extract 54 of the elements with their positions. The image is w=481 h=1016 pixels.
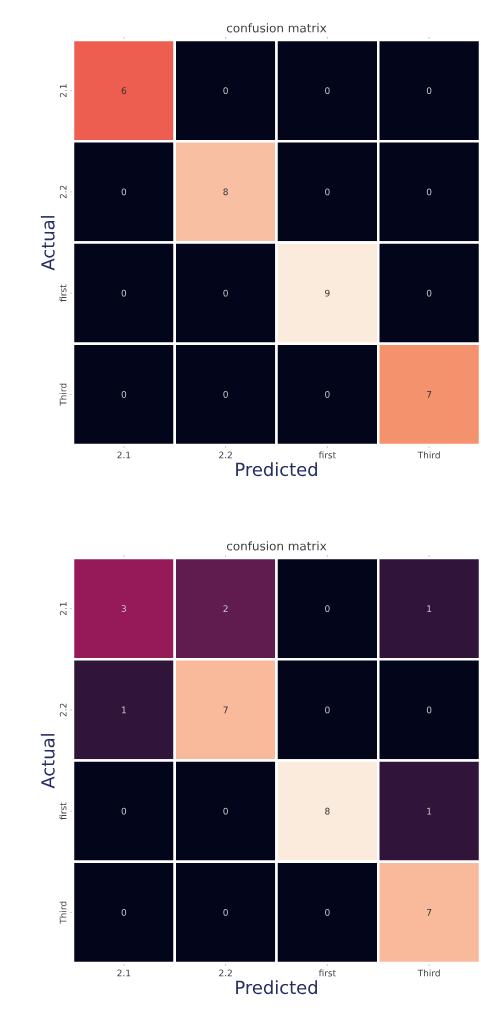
y-tick-label: 2.2 (59, 185, 67, 199)
data-label: 0 (223, 87, 228, 95)
data-label: 0 (325, 390, 330, 398)
y-tick-label: 2.1 (59, 84, 67, 98)
data-label: 0 (325, 908, 330, 916)
data-label: 0 (325, 605, 330, 613)
y-tick-label: first (59, 284, 67, 302)
x-tick-label: first (318, 969, 336, 977)
data-label: 0 (426, 706, 432, 714)
data-label: 0 (223, 908, 228, 916)
data-label: 8 (325, 807, 330, 815)
data-label: 0 (121, 908, 127, 916)
y-tick-label: 2.2 (59, 703, 67, 717)
x-tick-label: 2.2 (219, 969, 232, 977)
data-label: 8 (223, 188, 228, 196)
y-tick-label: 2.1 (59, 602, 67, 616)
data-label: 3 (121, 605, 127, 613)
y-tick-label: Third (59, 901, 67, 924)
x-tick-label: Third (417, 969, 440, 977)
chart-title: confusion matrix (226, 541, 327, 551)
data-label: 0 (121, 390, 127, 398)
data-label: 0 (223, 390, 228, 398)
data-label: 0 (121, 807, 127, 815)
data-label: 0 (426, 289, 432, 297)
y-tick-label: first (59, 802, 67, 820)
x-axis-title: Predicted (236, 462, 317, 477)
data-label: 0 (426, 188, 432, 196)
x-axis-title: Predicted (236, 980, 317, 995)
data-label: 1 (122, 706, 126, 714)
data-label: 0 (426, 87, 432, 95)
x-tick-label: 2.2 (219, 451, 232, 459)
data-label: 1 (427, 807, 432, 815)
data-label: 0 (223, 289, 228, 297)
data-label: 1 (427, 605, 432, 612)
data-label: 7 (427, 909, 432, 916)
data-label: 0 (325, 87, 330, 95)
x-tick-label: first (318, 451, 336, 459)
data-label: 0 (325, 188, 330, 196)
y-tick-label: Third (59, 383, 67, 406)
data-label: 7 (223, 706, 228, 714)
data-label: 6 (121, 87, 127, 95)
chart-title: confusion matrix (226, 23, 327, 33)
data-label: 0 (121, 188, 127, 196)
x-tick-label: 2.1 (117, 969, 131, 977)
x-tick-label: 2.1 (117, 451, 131, 459)
data-label: 0 (325, 706, 330, 714)
data-label: 2 (223, 605, 228, 612)
x-tick-label: Third (417, 451, 440, 459)
y-axis-title: Actual (40, 734, 55, 789)
y-axis-title: Actual (40, 216, 55, 271)
data-label: 0 (223, 807, 228, 815)
data-label: 9 (325, 289, 330, 297)
data-label: 0 (121, 289, 127, 297)
data-label: 7 (427, 391, 432, 398)
